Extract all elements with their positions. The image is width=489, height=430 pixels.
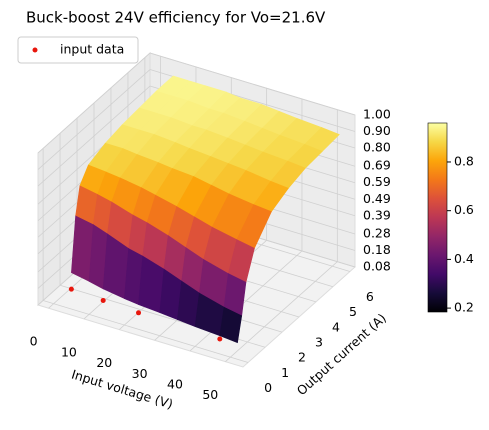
data-point <box>217 336 223 342</box>
colorbar <box>427 122 448 313</box>
y-tick-label: 4 <box>332 319 340 334</box>
x-tick-label: 40 <box>167 376 183 391</box>
y-axis-label: Output current (A) <box>294 310 389 398</box>
y-tick-label: 2 <box>298 350 306 365</box>
y-tick-label: 5 <box>349 304 357 319</box>
y-tick-label: 3 <box>315 335 323 350</box>
legend-label: input data <box>60 42 124 57</box>
z-tick-label: 0.18 <box>363 242 391 257</box>
colorbar-tick-label: 0.2 <box>454 300 474 315</box>
z-tick-label: 0.49 <box>363 191 391 206</box>
y-tick-label: 1 <box>281 365 289 380</box>
colorbar-tick-label: 0.4 <box>454 251 474 266</box>
grid-line <box>37 85 151 187</box>
z-tick-label: 0.28 <box>363 225 391 240</box>
x-tick-label: 30 <box>132 366 148 381</box>
grid-line <box>42 300 249 363</box>
z-tick-label: 0.08 <box>363 259 391 274</box>
surface-patch <box>219 306 243 344</box>
grid-line <box>149 52 356 116</box>
data-point <box>68 286 74 292</box>
surface <box>71 75 340 344</box>
z-tick-label: 0.90 <box>363 123 391 138</box>
data-point <box>136 310 142 316</box>
colorbar-tick-label: 0.8 <box>454 153 474 168</box>
y-tick-label: 6 <box>366 289 374 304</box>
z-tick-label: 0.59 <box>363 174 391 189</box>
z-tick-label: 0.69 <box>363 158 391 173</box>
x-tick-label: 50 <box>202 387 218 402</box>
grid-line <box>37 52 151 154</box>
x-axis-label: Input voltage (V) <box>70 366 175 411</box>
x-tick-label: 0 <box>30 334 38 349</box>
x-tick-label: 10 <box>61 344 77 359</box>
data-point <box>100 297 106 303</box>
z-tick-label: 1.00 <box>363 107 391 122</box>
chart-title: Buck-boost 24V efficiency for Vo=21.6V <box>26 9 326 27</box>
colorbar-tick-label: 0.6 <box>454 202 474 217</box>
grid-line <box>37 69 151 170</box>
z-tick-label: 0.80 <box>363 140 391 155</box>
z-tick-label: 0.39 <box>363 207 391 222</box>
legend-box <box>17 36 139 64</box>
legend-marker <box>32 47 38 53</box>
y-tick-label: 0 <box>264 380 272 395</box>
x-tick-label: 20 <box>96 355 112 370</box>
